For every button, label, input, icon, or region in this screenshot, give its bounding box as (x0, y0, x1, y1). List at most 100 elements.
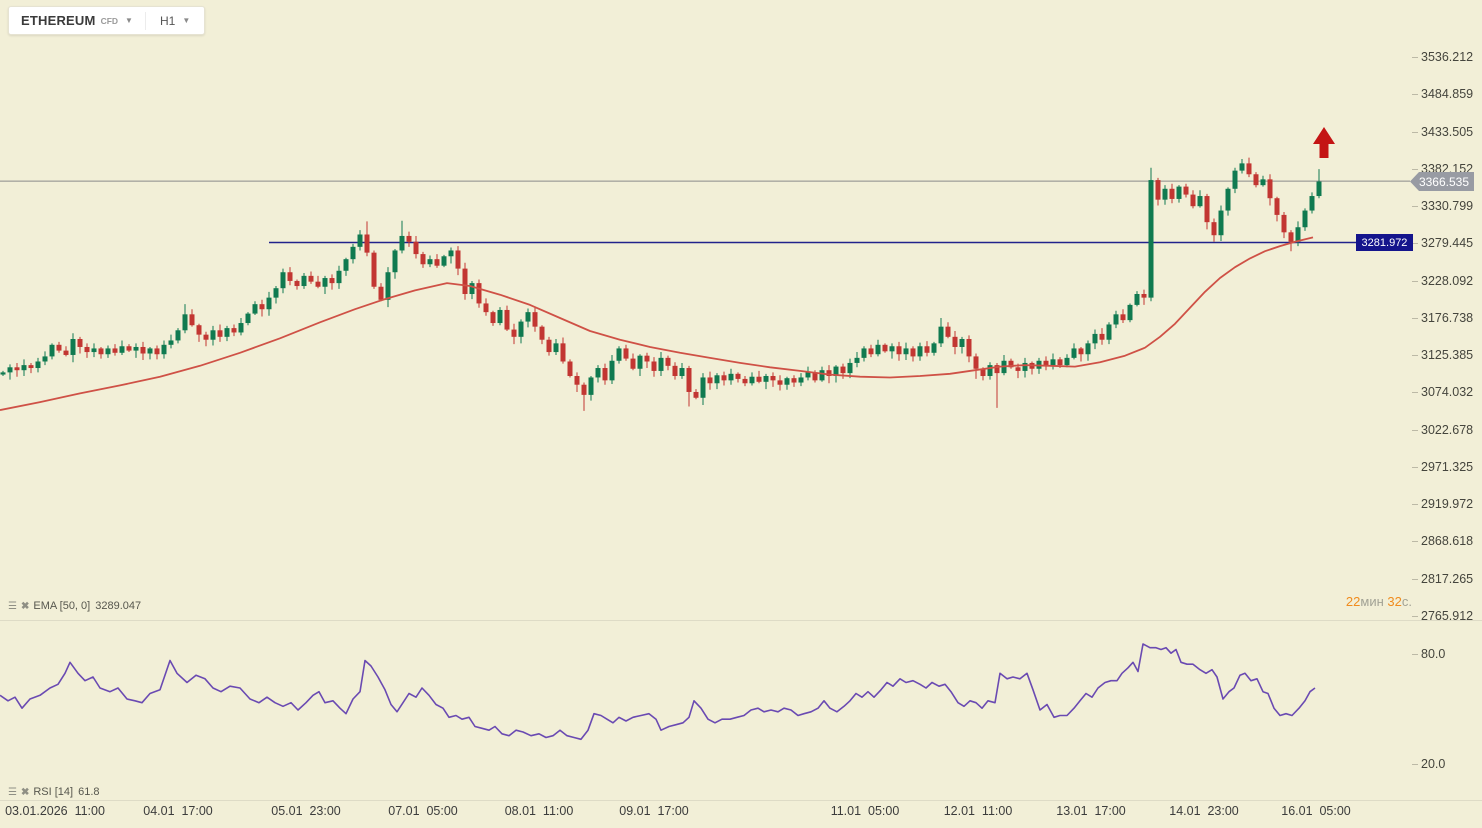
axis-tick-mark (1412, 429, 1418, 431)
price-axis-label: 3022.678 (1412, 423, 1473, 437)
candle-body (1176, 186, 1182, 199)
chevron-down-icon: ▼ (125, 16, 133, 25)
price-axis-label-text: 2868.618 (1421, 534, 1474, 548)
candle-body (133, 346, 139, 351)
candle-body (574, 376, 580, 385)
candle-body (56, 344, 62, 351)
candle-body (525, 312, 531, 322)
candle-body (42, 356, 48, 362)
candle-body (259, 304, 265, 310)
axis-tick-mark (1412, 56, 1418, 58)
axis-tick-mark (1412, 615, 1418, 617)
candle-body (385, 272, 391, 300)
timeframe-label: H1 (159, 13, 176, 28)
candle-body (665, 357, 671, 366)
candle-body (1169, 188, 1175, 199)
indicator-settings-icon[interactable]: ☰ (8, 786, 17, 798)
candle-body (854, 357, 860, 363)
price-axis-label: 2971.325 (1412, 460, 1473, 474)
candle-body (203, 334, 209, 340)
candle-body (812, 372, 818, 381)
candle-body (959, 338, 965, 347)
candle-body (833, 366, 839, 377)
toolbar-divider (144, 11, 146, 30)
candle-body (1134, 294, 1140, 305)
candle-body (273, 288, 279, 298)
candle-body (1085, 343, 1091, 355)
candle-body (1078, 348, 1084, 355)
candle-body (707, 377, 713, 384)
time-axis-label: 16.01 05:00 (1281, 804, 1351, 818)
candle-body (721, 375, 727, 381)
candle-body (889, 346, 895, 352)
candle-body (497, 309, 503, 324)
time-axis-label: 11.01 05:00 (830, 804, 900, 818)
candle-body (777, 380, 783, 385)
candle-body (28, 365, 34, 369)
candle-body (980, 368, 986, 377)
indicator-settings-icon[interactable]: ☰ (8, 600, 17, 612)
candle-body (322, 278, 328, 287)
candle-countdown-timer: 22мин 32с. (1346, 594, 1412, 609)
candle-body (1267, 179, 1273, 199)
candle-body (294, 280, 300, 287)
candle-body (805, 372, 811, 378)
candle-body (819, 370, 825, 381)
candle-body (112, 348, 118, 353)
candle-body (1239, 163, 1245, 171)
candle-body (1071, 348, 1077, 358)
candle-body (1155, 180, 1161, 200)
candle-body (791, 378, 797, 383)
axis-tick-mark (1412, 763, 1418, 765)
candle-body (189, 314, 195, 326)
support-price-badge: 3281.972 (1356, 234, 1413, 251)
current-price-badge: 3366.535 (1410, 172, 1474, 191)
time-axis-label: 09.01 17:00 (619, 804, 689, 818)
indicator-close-icon[interactable]: ✖ (20, 786, 30, 798)
up-arrow-annotation[interactable] (1313, 127, 1335, 158)
candle-body (875, 344, 881, 355)
ema-label: EMA [50, 0] (33, 600, 91, 612)
price-axis-label: 3176.738 (1412, 311, 1473, 325)
candle-body (623, 348, 629, 359)
price-axis-label: 2919.972 (1412, 497, 1473, 511)
candle-body (392, 250, 398, 273)
candle-body (371, 252, 377, 287)
timeframe-selector[interactable]: H1 ▼ (146, 7, 204, 34)
candle-body (581, 384, 587, 395)
candle-body (644, 355, 650, 362)
symbol-selector[interactable]: ETHEREUM CFD ▼ (9, 7, 145, 34)
candle-body (1253, 174, 1259, 186)
candle-body (238, 323, 244, 333)
candle-body (315, 281, 321, 287)
axis-tick-mark (1412, 503, 1418, 505)
candle-body (903, 348, 909, 355)
price-axis-label-text: 3433.505 (1421, 125, 1474, 139)
candle-body (735, 373, 741, 379)
candle-body (1050, 359, 1056, 366)
price-axis-label-text: 3536.212 (1421, 50, 1474, 64)
candle-body (476, 283, 482, 304)
current-price-value: 3366.535 (1418, 174, 1469, 189)
candle-body (539, 326, 545, 340)
candle-body (840, 366, 846, 374)
rsi-line[interactable] (0, 643, 1316, 741)
candle-body (266, 297, 272, 310)
candle-body (399, 235, 405, 251)
candle-body (966, 338, 972, 357)
candle-body (336, 270, 342, 284)
rsi-axis-label: 80.0 (1412, 647, 1445, 661)
indicator-close-icon[interactable]: ✖ (20, 600, 30, 612)
axis-tick-mark (1412, 205, 1418, 207)
candle-body (448, 250, 454, 257)
price-axis-label: 3074.032 (1412, 385, 1473, 399)
candle-body (434, 259, 440, 266)
candle-body (245, 313, 251, 324)
chart-toolbar: ETHEREUM CFD ▼ H1 ▼ (8, 6, 206, 35)
candle-body (1022, 362, 1028, 371)
ema-line[interactable] (0, 236, 1314, 411)
price-axis-label-text: 2919.972 (1421, 497, 1474, 511)
pane-divider (0, 620, 1482, 621)
candle-body (119, 346, 125, 353)
